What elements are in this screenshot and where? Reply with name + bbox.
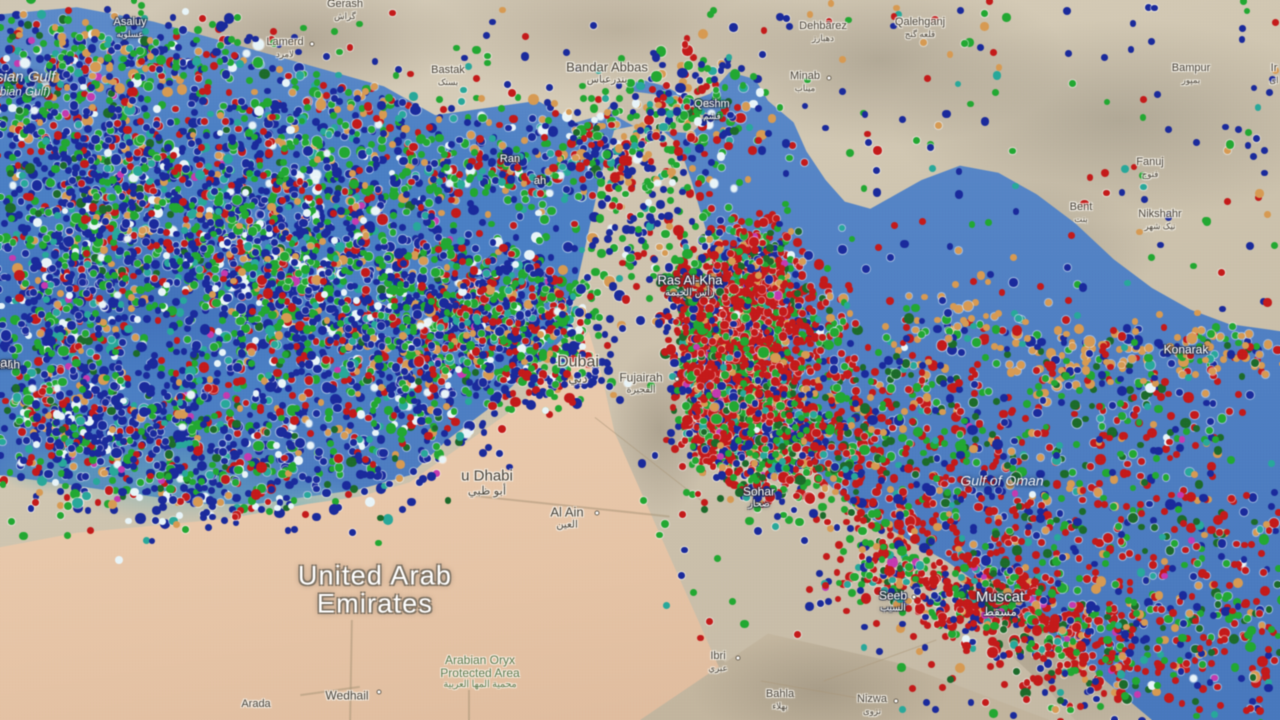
map-viewport[interactable]: Persian Gulf(Arabian Gulf)Gulf of OmanUn…: [0, 0, 1280, 720]
